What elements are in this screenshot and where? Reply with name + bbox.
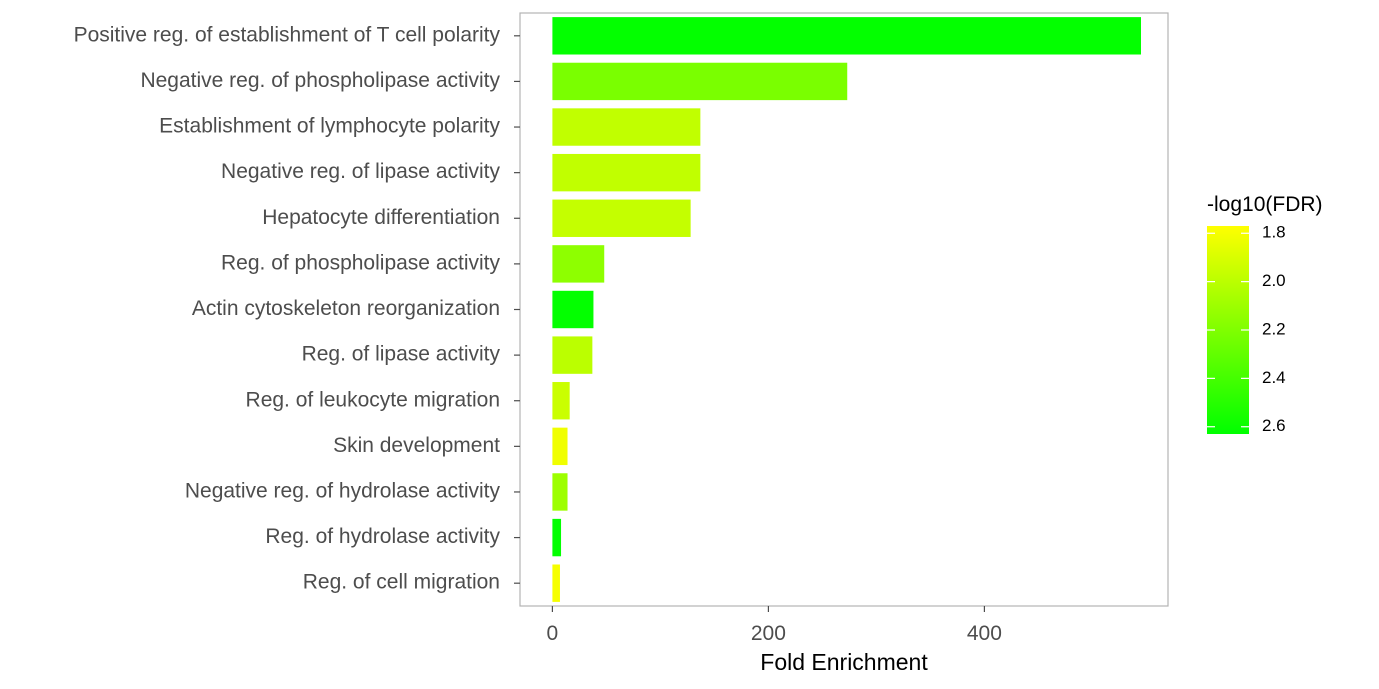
y-tick-label: Negative reg. of lipase activity — [221, 160, 500, 183]
y-tick-label: Negative reg. of phospholipase activity — [140, 69, 500, 92]
legend: -log10(FDR) 1.8 2.0 2.2 2.4 2.6 — [1207, 193, 1323, 435]
bar — [552, 564, 560, 602]
y-tick-label: Reg. of leukocyte migration — [246, 388, 500, 411]
legend-tick-label: 2.6 — [1262, 416, 1286, 435]
x-tick-label: 0 — [547, 622, 559, 645]
bar — [552, 153, 701, 192]
bar — [552, 518, 562, 557]
legend-tick-label: 2.0 — [1262, 271, 1286, 290]
legend-tick-label: 2.2 — [1262, 319, 1286, 338]
y-tick-label: Reg. of lipase activity — [302, 343, 501, 366]
x-tick-label: 200 — [751, 622, 786, 645]
y-tick-label: Actin cytoskeleton reorganization — [192, 297, 500, 320]
y-tick-label: Positive reg. of establishment of T cell… — [74, 23, 501, 46]
bar — [552, 108, 701, 146]
bar — [552, 245, 605, 283]
plot-panel — [519, 12, 1169, 607]
y-tick-label: Skin development — [333, 434, 500, 457]
bar — [552, 336, 593, 374]
y-tick-label: Reg. of hydrolase activity — [265, 525, 500, 548]
bar — [552, 62, 848, 101]
bar — [552, 17, 1141, 55]
bars-layer — [552, 17, 1141, 602]
bar — [552, 199, 691, 237]
y-tick-label: Hepatocyte differentiation — [262, 206, 500, 229]
x-tick-label: 400 — [967, 622, 1002, 645]
legend-title: -log10(FDR) — [1207, 193, 1323, 216]
bar — [552, 427, 568, 466]
y-tick-label: Reg. of phospholipase activity — [221, 251, 500, 274]
legend-tick-label: 1.8 — [1262, 223, 1286, 242]
bar — [552, 382, 570, 420]
legend-tick-label: 2.4 — [1262, 368, 1286, 387]
bar — [552, 290, 594, 329]
y-axis: Positive reg. of establishment of T cell… — [74, 23, 520, 594]
y-tick-label: Negative reg. of hydrolase activity — [185, 480, 501, 503]
y-tick-label: Reg. of cell migration — [303, 571, 500, 594]
legend-ticks: 1.8 2.0 2.2 2.4 2.6 — [1207, 223, 1286, 435]
bar — [552, 473, 568, 511]
y-tick-label: Establishment of lymphocyte polarity — [159, 115, 500, 138]
x-axis: 0 200 400 — [547, 606, 1002, 645]
x-axis-title: Fold Enrichment — [760, 649, 928, 675]
